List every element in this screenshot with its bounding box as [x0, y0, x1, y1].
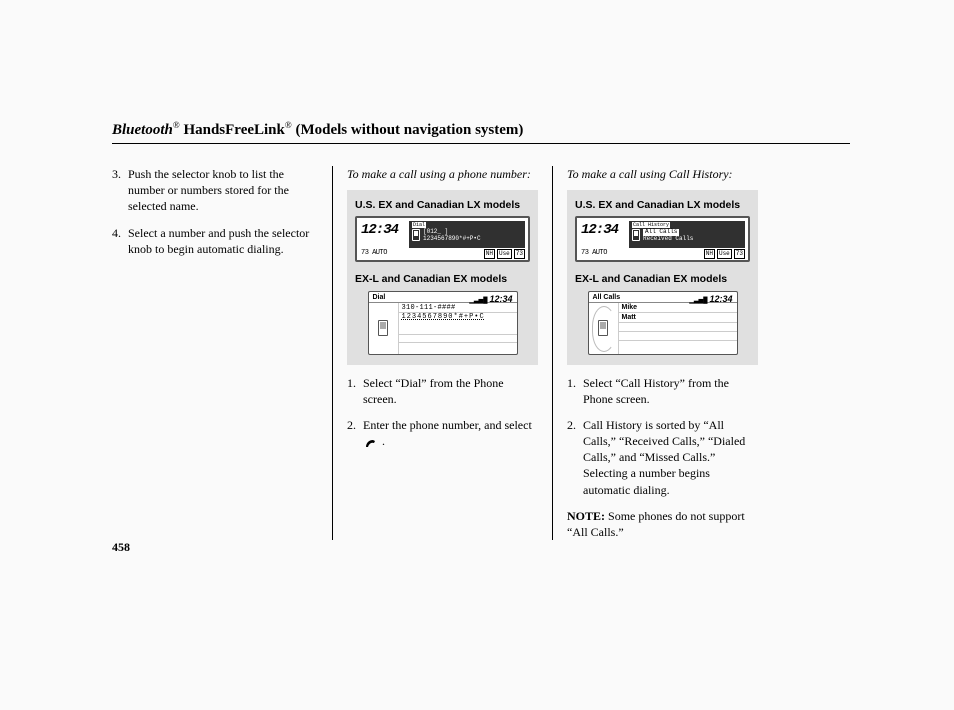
model-label: EX-L and Canadian EX models — [355, 272, 530, 286]
audio-display-a: 12:34 73 AUTO Dial [012_ ] 1234567890*#+… — [355, 216, 530, 262]
screen-title: Dial — [373, 293, 386, 302]
page-number: 458 — [112, 540, 130, 555]
page-title: Bluetooth® HandsFreeLink® (Models withou… — [112, 120, 850, 144]
section-heading: To make a call using Call History: — [567, 166, 758, 182]
step-text: Select “Call History” from the Phone scr… — [583, 375, 758, 407]
step-number: 2. — [567, 417, 583, 498]
step: 2. Call History is sorted by “All Calls,… — [567, 417, 758, 498]
phone-icon — [412, 229, 420, 241]
step: 2. Enter the phone number, and select . — [347, 417, 538, 449]
model-label: U.S. EX and Canadian LX models — [355, 198, 530, 212]
screen-line: 1234567890*#+P•C — [423, 236, 481, 243]
step-number: 1. — [347, 375, 363, 407]
title-brand: Bluetooth — [112, 122, 173, 138]
note: NOTE: Some phones do not support “All Ca… — [567, 508, 758, 540]
model-label: U.S. EX and Canadian LX models — [575, 198, 750, 212]
phone-graphic — [369, 303, 399, 354]
step-number: 3. — [112, 166, 128, 215]
step-text: Call History is sorted by “All Calls,” “… — [583, 417, 758, 498]
phone-icon — [378, 320, 388, 336]
step: 3. Push the selector knob to list the nu… — [112, 166, 318, 215]
keypad-grid: 1234567890*#+P•C — [399, 313, 517, 327]
step-number: 2. — [347, 417, 363, 449]
clock: 12:34 — [361, 221, 398, 240]
columns: 3. Push the selector knob to list the nu… — [112, 166, 850, 540]
step: 1. Select “Dial” from the Phone screen. — [347, 375, 538, 407]
display-examples: U.S. EX and Canadian LX models 12:34 73 … — [567, 190, 758, 364]
column-left: 3. Push the selector knob to list the nu… — [112, 166, 332, 540]
phone-icon — [598, 320, 608, 336]
bottom-icons: NH Use 73 — [484, 249, 525, 259]
title-link: HandsFreeLink — [180, 122, 285, 138]
display-screen: Call History All Calls Received Calls — [629, 221, 745, 248]
audio-display-b: All Calls ▁▃▅█ 12:34 Mike Matt — [588, 291, 738, 355]
reg-mark: ® — [173, 120, 180, 130]
list-item: Mike — [619, 303, 737, 313]
column-middle: To make a call using a phone number: U.S… — [332, 166, 552, 540]
display-screen: Dial [012_ ] 1234567890*#+P•C — [409, 221, 525, 248]
note-label: NOTE: — [567, 509, 605, 523]
model-label: EX-L and Canadian EX models — [575, 272, 750, 286]
column-right: To make a call using Call History: U.S. … — [552, 166, 772, 540]
step: 4. Select a number and push the selector… — [112, 225, 318, 257]
list-item: Matt — [619, 313, 737, 323]
display-examples: U.S. EX and Canadian LX models 12:34 73 … — [347, 190, 538, 364]
temp-auto: 73 AUTO — [361, 249, 387, 258]
bottom-icons: NH Use 73 — [704, 249, 745, 259]
step: 1. Select “Call History” from the Phone … — [567, 375, 758, 407]
handset-icon — [365, 437, 377, 447]
screen-title: All Calls — [593, 293, 621, 302]
section-heading: To make a call using a phone number: — [347, 166, 538, 182]
step-text: Select a number and push the selector kn… — [128, 225, 318, 257]
dialed-number: 310-111-#### — [399, 303, 517, 313]
step-text: Push the selector knob to list the numbe… — [128, 166, 318, 215]
temp-auto: 73 AUTO — [581, 249, 607, 258]
audio-display-a: 12:34 73 AUTO Call History All Calls Rec… — [575, 216, 750, 262]
clock: 12:34 — [581, 221, 618, 240]
step-text: Enter the phone number, and select . — [363, 417, 538, 449]
reg-mark: ® — [285, 120, 292, 130]
manual-page: Bluetooth® HandsFreeLink® (Models withou… — [112, 120, 850, 540]
title-suffix: (Models without navigation system) — [292, 122, 524, 138]
step-number: 1. — [567, 375, 583, 407]
phone-graphic — [589, 303, 619, 354]
phone-icon — [632, 229, 640, 241]
screen-line: Received Calls — [643, 236, 693, 243]
audio-display-b: Dial ▁▃▅█ 12:34 310-111-#### 1234567890*… — [368, 291, 518, 355]
step-number: 4. — [112, 225, 128, 257]
step-text: Select “Dial” from the Phone screen. — [363, 375, 538, 407]
